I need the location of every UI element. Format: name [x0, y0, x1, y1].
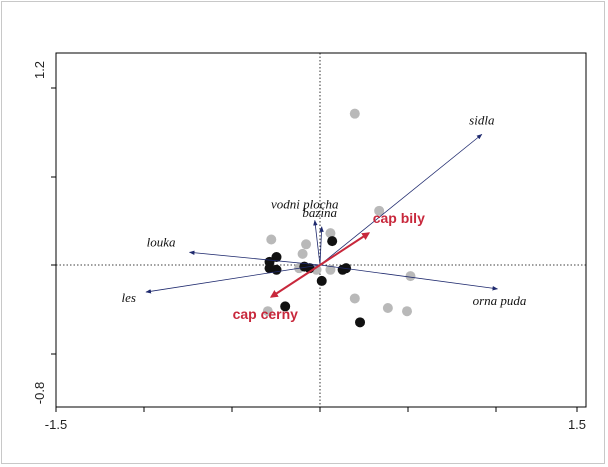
species-arrow-cap-bily	[319, 232, 371, 266]
env-label-vodni-plocha: vodni plocha	[271, 196, 339, 211]
env-label-bazina: bazina	[302, 205, 337, 220]
sample-point-gray	[402, 306, 413, 317]
species-arrows: cap bily cap cerny	[233, 210, 425, 322]
plot-area	[55, 52, 587, 408]
sample-point-gray	[325, 228, 336, 239]
env-arrow-louka	[188, 250, 321, 266]
env-label-les: les	[122, 290, 136, 305]
sample-point-gray	[349, 108, 360, 119]
sample-point-black	[355, 317, 366, 328]
sample-point-gray	[297, 248, 308, 259]
species-label-cap-bily: cap bily	[373, 210, 425, 226]
env-label-sidla: sidla	[469, 112, 495, 127]
sample-point-black	[280, 301, 291, 312]
sample-point-black	[264, 263, 275, 274]
species-label-cap-cerny: cap cerny	[233, 306, 299, 322]
sample-point-black	[316, 275, 327, 286]
env-label-orna-puda: orna puda	[473, 293, 527, 308]
env-arrow-sidla	[319, 134, 483, 266]
axis-ticks	[51, 87, 578, 412]
sample-point-gray	[349, 293, 360, 304]
sample-point-gray	[266, 234, 277, 245]
sample-point-gray	[374, 205, 385, 216]
sample-point-gray	[405, 271, 416, 282]
sample-point-gray	[325, 264, 336, 275]
sample-point-black	[327, 236, 338, 247]
x-tick-label-max: 1.5	[568, 417, 586, 432]
env-arrow-les	[145, 264, 321, 294]
x-tick-label-min: -1.5	[45, 417, 67, 432]
sample-point-gray	[262, 306, 273, 317]
species-arrow-cap-cerny	[269, 264, 321, 298]
y-tick-label-max: 1.2	[32, 61, 47, 79]
env-arrow-orna-puda	[319, 264, 499, 291]
sample-point-gray	[382, 303, 393, 314]
sample-point-black	[271, 252, 282, 263]
env-arrow-bazina	[319, 226, 324, 266]
env-label-louka: louka	[147, 234, 176, 249]
sample-points	[262, 108, 416, 328]
y-tick-label-min: -0.8	[32, 382, 47, 404]
env-arrow-vodni-plocha	[313, 219, 321, 266]
sample-point-gray	[301, 239, 312, 250]
